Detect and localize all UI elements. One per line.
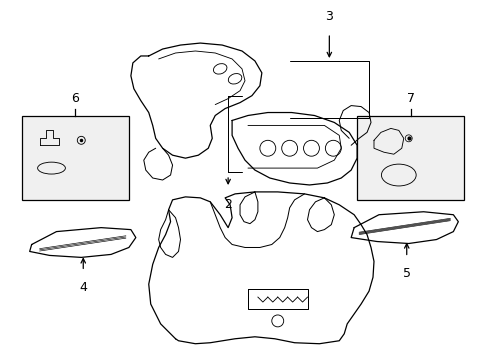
Bar xyxy=(356,116,463,200)
Text: 4: 4 xyxy=(79,281,87,294)
Text: 3: 3 xyxy=(325,10,333,23)
Text: 7: 7 xyxy=(406,91,414,105)
Text: 5: 5 xyxy=(402,267,410,280)
Bar xyxy=(21,116,129,200)
Text: 2: 2 xyxy=(224,198,232,211)
Text: 6: 6 xyxy=(71,91,79,105)
